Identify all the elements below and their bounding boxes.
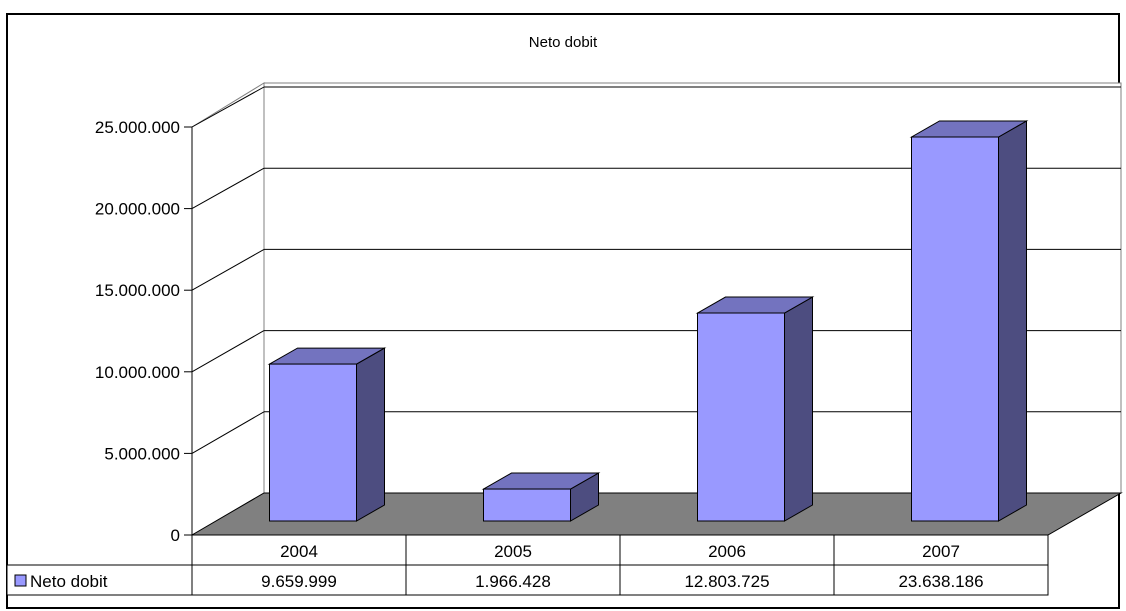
bar	[269, 363, 357, 522]
y-tick-label: 25.000.000	[95, 118, 180, 137]
data-label: 12.803.725	[684, 572, 769, 591]
gridline-side	[191, 167, 265, 210]
table-value-row	[6, 564, 1049, 596]
data-table: 2004 9.659.999 2005 1.966.428 2006 12.803.725…	[6, 534, 1049, 596]
bars	[267, 120, 1029, 522]
y-tick-label: 0	[171, 526, 180, 545]
bar	[911, 136, 999, 522]
bar-side	[784, 296, 813, 522]
side-wall	[191, 82, 265, 536]
bar	[697, 312, 785, 522]
x-tick-label: 2004	[280, 542, 318, 561]
y-axis: 0 5.000.000 10.000.000 15.000.000 20.000.000…	[95, 118, 193, 545]
chart-title: Neto dobit	[529, 34, 598, 51]
gridline-side	[191, 248, 265, 291]
gridline-side	[191, 411, 265, 454]
y-tick-label: 5.000.000	[104, 444, 180, 463]
legend-swatch	[14, 574, 27, 587]
y-tick-label: 10.000.000	[95, 363, 180, 382]
bar-side	[998, 120, 1027, 522]
bar-side	[356, 347, 385, 522]
x-tick-label: 2006	[708, 542, 746, 561]
data-label: 23.638.186	[898, 572, 983, 591]
legend-label: Neto dobit	[30, 572, 108, 591]
page-top-band	[0, 0, 1126, 14]
data-label: 9.659.999	[261, 572, 337, 591]
gridline-side	[191, 86, 265, 128]
data-label: 1.966.428	[475, 572, 551, 591]
x-tick-label: 2005	[494, 542, 532, 561]
x-tick-label: 2007	[922, 542, 960, 561]
gridline-side	[191, 330, 265, 373]
y-tick-label: 15.000.000	[95, 281, 180, 300]
y-tick-label: 20.000.000	[95, 200, 180, 219]
bar	[483, 488, 571, 522]
